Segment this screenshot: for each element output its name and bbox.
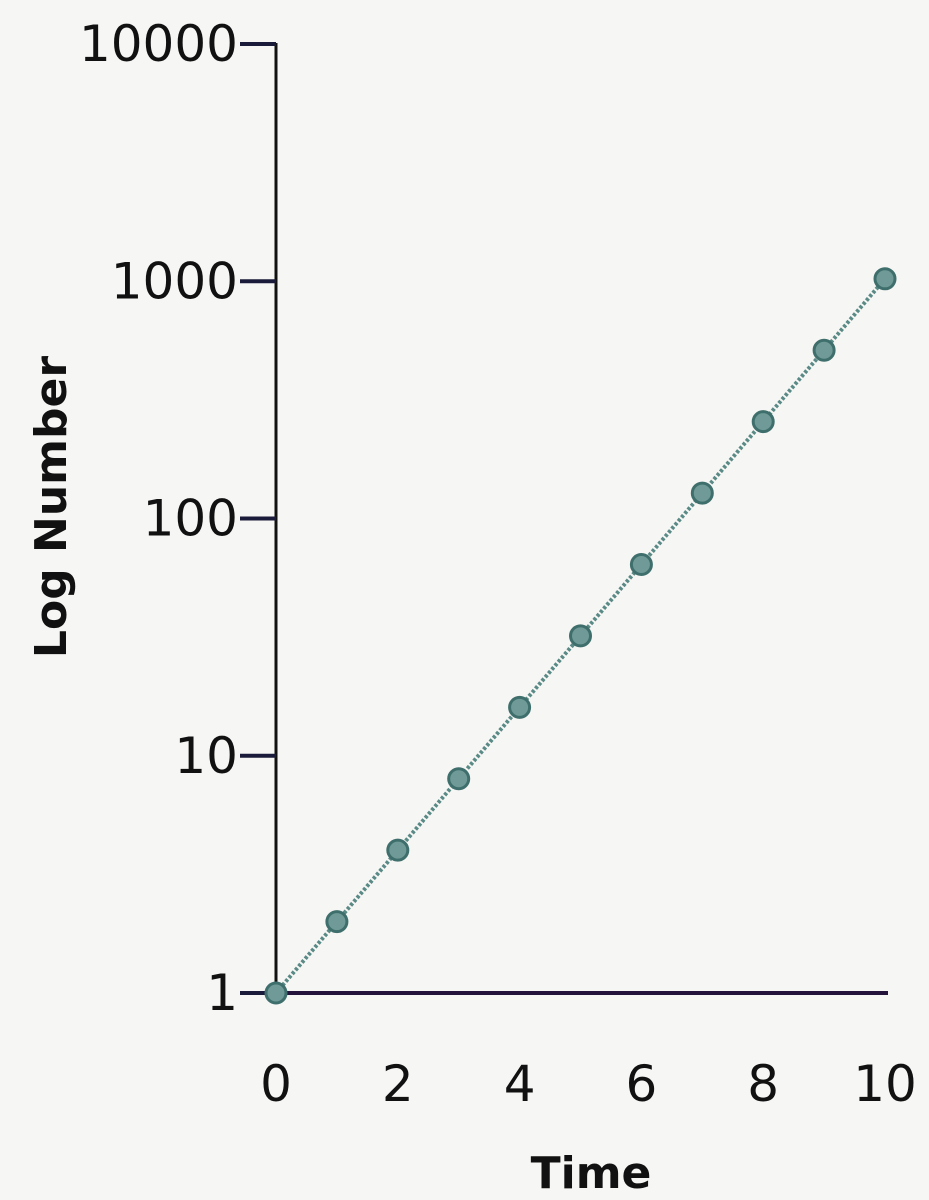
y-tick-label: 1 [206,964,238,1022]
data-point [569,624,592,648]
x-tick-label: 2 [382,1055,414,1113]
data-point [264,981,288,1005]
x-axis-title: Time [531,1148,652,1199]
data-point [386,838,410,862]
data-point [447,767,471,791]
data-point [325,910,349,934]
x-tick-label: 6 [625,1055,657,1113]
y-tick-label: 10000 [79,15,238,73]
data-point [629,552,653,576]
data-point [508,695,532,719]
data-point [873,267,897,291]
data-point [690,481,714,505]
x-tick-label: 8 [747,1055,779,1113]
data-point [751,410,775,434]
y-axis-title: Log Number [26,356,77,658]
x-tick-label: 10 [853,1055,917,1113]
y-tick-label: 1000 [111,252,238,310]
series [264,267,897,1005]
x-tick-label: 0 [260,1055,292,1113]
y-tick-label: 100 [143,490,238,548]
y-tick-label: 10 [174,727,238,785]
x-tick-label: 4 [504,1055,536,1113]
series-line [274,277,887,995]
data-point [812,338,836,362]
labels: 1 10 100 1000 10000 0 2 4 6 8 10 Time Log Number [26,15,917,1199]
axes [240,42,888,995]
